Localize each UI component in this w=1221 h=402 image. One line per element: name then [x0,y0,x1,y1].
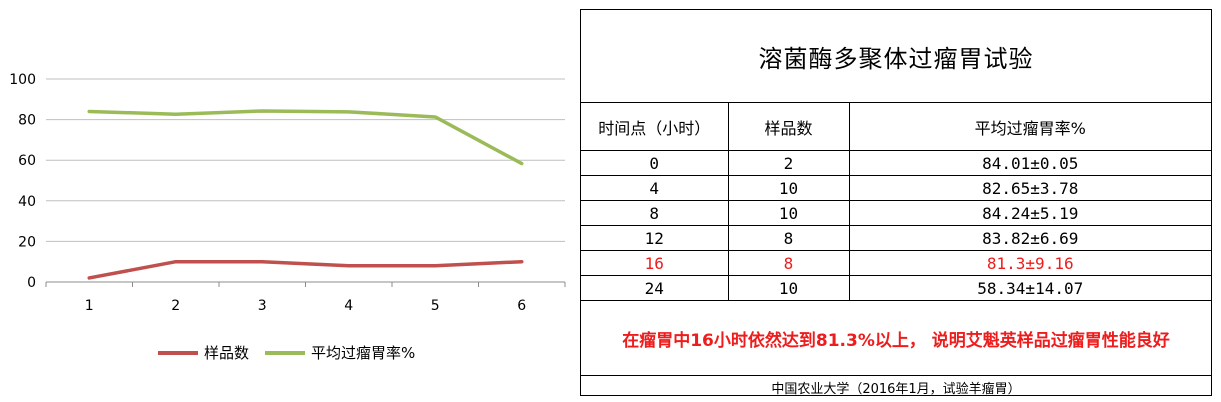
cell-count: 8 [727,225,850,251]
legend-item-sample-count: 样品数 [158,342,249,363]
x-tick-label: 3 [258,298,267,314]
table-title-row: 溶菌酶多聚体过瘤胃试验 [581,10,1211,103]
legend-label-avg-rate: 平均过瘤胃率% [311,344,416,362]
cell-time: 0 [581,150,729,176]
chart-legend: 样品数 平均过瘤胃率% [158,342,431,363]
table-source-row: 中国农业大学（2016年1月，试验羊瘤胃） [581,375,1211,398]
cell-rate: 84.24±5.19 [848,200,1211,226]
legend-label-sample-count: 样品数 [204,344,250,362]
legend-swatch-sample-count [158,350,198,355]
cell-count: 10 [727,175,850,201]
table-header-row: 时间点（小时） 样品数 平均过瘤胃率% [581,102,1211,151]
y-tick-label: 0 [27,275,36,291]
y-tick-label: 20 [18,234,36,250]
table-row: 12 8 83.82±6.69 [581,225,1211,251]
cell-time: 4 [581,175,729,201]
table-row: 4 10 82.65±3.78 [581,175,1211,201]
y-tick-label: 60 [18,153,36,169]
cell-count: 10 [727,275,850,301]
header-avg-rate: 平均过瘤胃率% [848,102,1211,151]
x-tick-label: 1 [85,298,94,314]
y-tick-label: 100 [9,72,36,88]
table-row-highlighted: 16 8 81.3±9.16 [581,250,1211,276]
table-note-row: 在瘤胃中16小时依然达到81.3%以上， 说明艾魁英样品过瘤胃性能良好 [581,300,1211,376]
table-row: 0 2 84.01±0.05 [581,150,1211,176]
legend-swatch-avg-rate [265,350,306,355]
x-tick-label: 5 [431,298,440,314]
cell-rate: 58.34±14.07 [848,275,1211,301]
table-source: 中国农业大学（2016年1月，试验羊瘤胃） [581,375,1211,398]
cell-rate: 83.82±6.69 [848,225,1211,251]
table-note: 在瘤胃中16小时依然达到81.3%以上， 说明艾魁英样品过瘤胃性能良好 [581,300,1211,376]
table-title: 溶菌酶多聚体过瘤胃试验 [581,10,1211,103]
cell-rate: 84.01±0.05 [848,150,1211,176]
cell-time: 24 [581,275,729,301]
cell-rate: 81.3±9.16 [848,250,1211,276]
header-time-point: 时间点（小时） [581,102,729,151]
cell-count: 8 [727,250,850,276]
cell-time: 8 [581,200,729,226]
cell-rate: 82.65±3.78 [848,175,1211,201]
series-line-avg-rate [87,109,524,166]
y-tick-label: 40 [18,194,36,210]
line-chart: 0 20 40 60 80 100 1 2 3 4 5 6 样品数 平均过瘤胃率% [0,0,580,402]
results-table: 溶菌酶多聚体过瘤胃试验 时间点（小时） 样品数 平均过瘤胃率% 0 2 84.0… [580,9,1212,398]
cell-time: 12 [581,225,729,251]
series-line-sample-count [87,259,524,280]
cell-count: 2 [727,150,850,176]
legend-item-avg-rate: 平均过瘤胃率% [265,342,415,363]
x-tick-label: 6 [517,298,526,314]
table-row: 24 10 58.34±14.07 [581,275,1211,301]
header-sample-count: 样品数 [727,102,850,151]
y-tick-label: 80 [18,113,36,129]
x-tick-label: 4 [344,298,353,314]
table-row: 8 10 84.24±5.19 [581,200,1211,226]
cell-count: 10 [727,200,850,226]
chart-svg: 0 20 40 60 80 100 1 2 3 4 5 6 [9,72,566,314]
cell-time: 16 [581,250,729,276]
x-tick-label: 2 [171,298,180,314]
